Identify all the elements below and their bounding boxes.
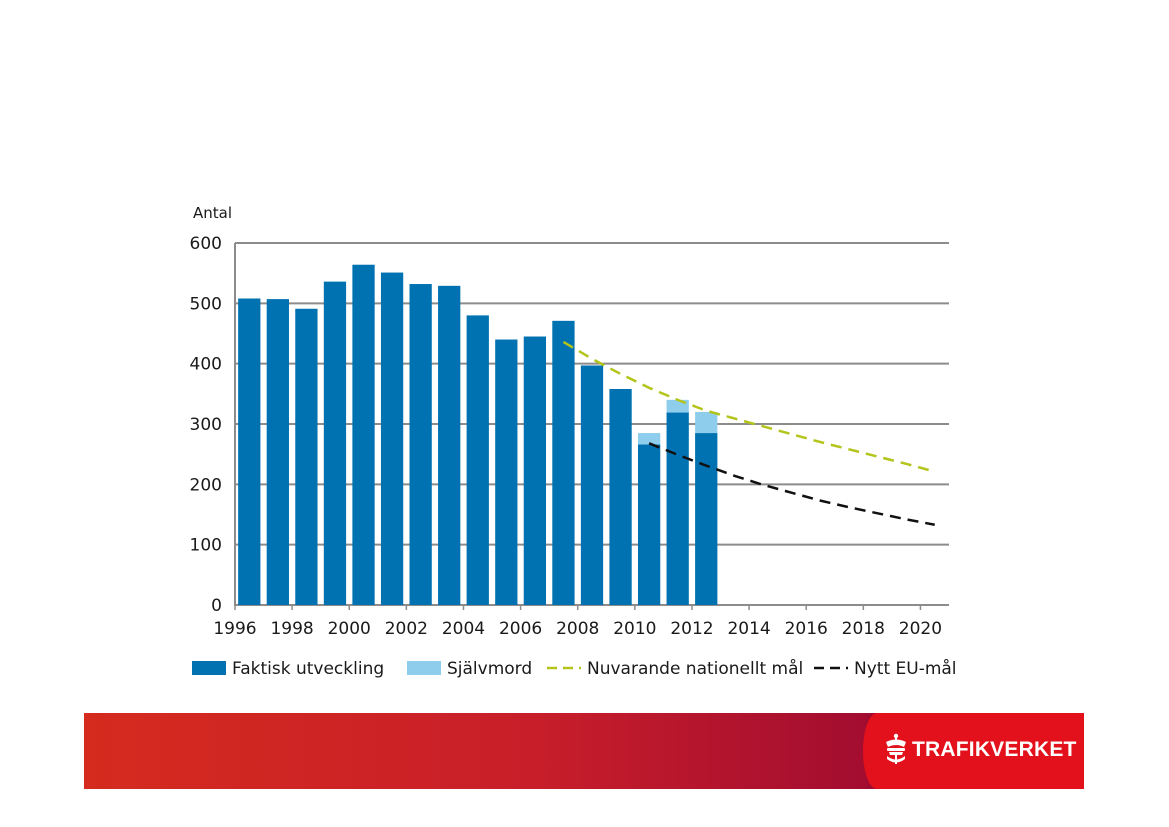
logo-text: TRAFIKVERKET [912,738,1077,761]
x-tick-label: 2010 [613,619,656,639]
y-tick-label: 0 [211,596,222,616]
line-nationellt-mal [562,340,936,473]
y-tick-label: 100 [190,536,222,556]
bar-faktisk-1998 [295,308,318,605]
legend-label-faktisk: Faktisk utveckling [232,659,384,679]
x-tick-label: 2006 [499,619,542,639]
x-tick-label: 2014 [727,619,770,639]
bars [238,264,718,605]
y-tick-label: 500 [190,294,222,314]
target-lines [562,340,936,526]
y-ticks: 0 100 200 300 400 500 600 [190,234,222,616]
bar-faktisk-2012 [695,433,718,605]
bar-faktisk-2004 [466,315,489,605]
bar-faktisk-2000 [352,264,375,605]
bar-faktisk-2008 [580,365,604,605]
trafikverket-logo: TRAFIKVERKET [863,713,1084,789]
line-eu-mal [648,442,935,526]
chart: Antal 0 100 200 300 400 500 600 1996 1998 2000 20… [190,204,957,679]
legend: Faktisk utveckling Självmord Nuvarande n… [192,658,957,679]
legend-swatch-faktisk [192,661,226,675]
bar-faktisk-2002 [409,284,432,605]
x-tick-label: 2012 [670,619,713,639]
x-tick-label: 1996 [213,619,256,639]
bar-faktisk-2011 [666,412,689,605]
y-axis-label: Antal [193,204,232,222]
x-tick-label: 2018 [842,619,885,639]
bar-faktisk-2005 [495,339,518,605]
bar-faktisk-1997 [266,299,289,605]
bar-faktisk-2010 [637,444,661,605]
x-tick-label: 2000 [328,619,371,639]
y-tick-label: 400 [190,355,222,375]
bar-sjalvmord-2012 [695,411,718,434]
legend-label-sjalvmord: Självmord [447,659,532,679]
y-tick-label: 300 [190,415,222,435]
bar-faktisk-2009 [609,389,632,605]
bar-faktisk-2003 [438,285,461,605]
bar-faktisk-1999 [323,281,347,605]
x-tick-label: 2004 [442,619,485,639]
bar-faktisk-2006 [523,336,547,605]
bar-sjalvmord-2010 [637,433,661,445]
legend-label-eu: Nytt EU-mål [854,658,957,679]
legend-label-nationellt: Nuvarande nationellt mål [587,658,803,679]
x-tick-label: 2016 [785,619,828,639]
y-tick-label: 600 [190,234,222,254]
x-tick-label: 2008 [556,619,599,639]
x-tick-label: 2020 [899,619,942,639]
bar-faktisk-2001 [380,272,404,605]
crown-icon [886,733,906,764]
bar-faktisk-2007 [552,320,575,605]
legend-swatch-sjalvmord [407,661,441,675]
y-tick-label: 200 [190,475,222,495]
bar-faktisk-1996 [238,298,261,605]
x-tick-label: 1998 [270,619,313,639]
x-tick-label: 2002 [385,619,428,639]
x-ticks: 1996 1998 2000 2002 2004 2006 2008 2010 2012 2014… [213,619,942,639]
